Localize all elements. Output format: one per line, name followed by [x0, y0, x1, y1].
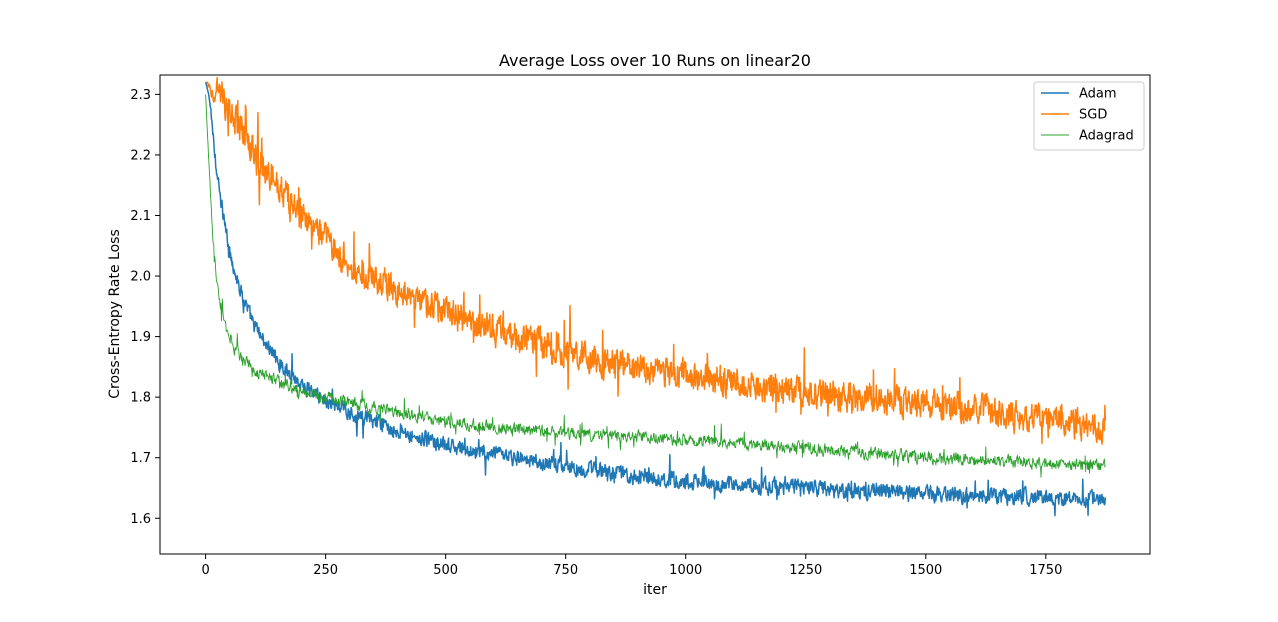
y-tick-label: 1.8 — [130, 391, 151, 406]
x-tick-label: 750 — [553, 563, 578, 578]
legend-label-adam: Adam — [1079, 87, 1117, 102]
y-tick-label: 2.2 — [130, 148, 151, 163]
legend-label-adagrad: Adagrad — [1079, 129, 1134, 144]
y-tick-label: 2.1 — [130, 209, 151, 224]
legend-box — [1033, 81, 1145, 151]
x-axis-label: iter — [643, 582, 667, 598]
y-axis-label: Cross-Entropy Rate Loss — [107, 229, 123, 399]
x-tick-label: 1750 — [1029, 563, 1062, 578]
x-tick-label: 1500 — [909, 563, 942, 578]
series-layer — [204, 76, 1107, 517]
series-line-adam — [204, 82, 1107, 517]
y-tick-label: 2.0 — [130, 270, 151, 285]
x-tick-label: 500 — [433, 563, 458, 578]
chart-title: Average Loss over 10 Runs on linear20 — [499, 51, 811, 70]
x-tick-label: 0 — [201, 563, 209, 578]
series-line-adagrad — [205, 94, 1106, 478]
x-tick-label: 250 — [313, 563, 338, 578]
y-tick-label: 1.7 — [130, 451, 151, 466]
y-tick-label: 2.3 — [130, 88, 151, 103]
x-axis-ticks: 0 250 500 750 1000 1250 1500 1750 — [201, 554, 1062, 578]
legend-label-sgd: SGD — [1079, 108, 1107, 123]
series-line-sgd — [205, 76, 1107, 445]
x-tick-label: 1000 — [669, 563, 702, 578]
y-tick-label: 1.9 — [130, 330, 151, 345]
y-axis-ticks: 1.6 1.7 1.8 1.9 2.0 2.1 2.2 2.3 — [130, 88, 160, 527]
y-tick-label: 1.6 — [130, 512, 151, 527]
x-tick-label: 1250 — [789, 563, 822, 578]
plot-frame — [159, 74, 1151, 555]
legend: Adam SGD Adagrad — [1033, 81, 1145, 151]
